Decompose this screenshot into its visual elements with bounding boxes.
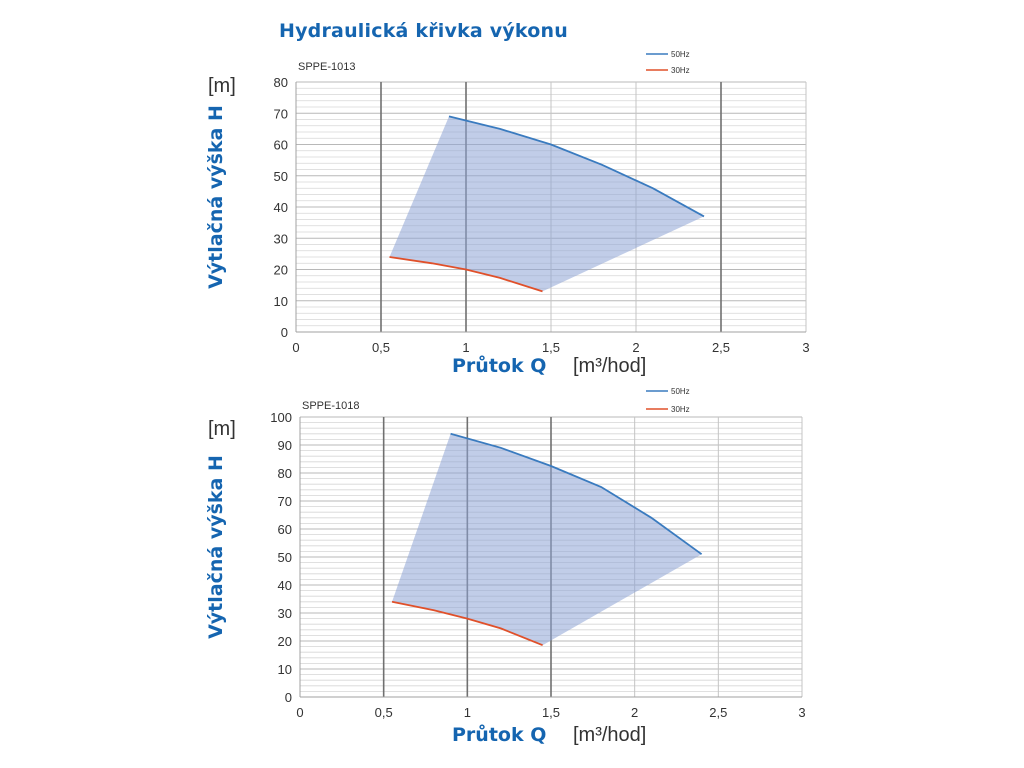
chart2-series-line-30hz <box>391 600 543 647</box>
chart1-legend-label-30hz: 30Hz <box>671 66 690 75</box>
chart1-y-unit-label: [m] <box>208 75 236 97</box>
chart2-y-tick-label: 100 <box>270 410 292 425</box>
chart2-y-tick-label: 60 <box>278 522 292 537</box>
chart2-x-tick-label: 0 <box>296 705 303 720</box>
pump-curve-chart-sppe-1013: 0 10 20 30 40 50 60 70 80 0 0,5 1 1,5 2 2,5 3 SPPE-1013 [… <box>205 50 810 377</box>
chart2-y-tick-label: 40 <box>278 578 292 593</box>
chart1-y-tick-label: 40 <box>274 200 288 215</box>
chart2-model-label: SPPE-1018 <box>302 400 359 412</box>
chart1-x-unit-label: [m³/hod] <box>573 355 646 377</box>
chart2-y-tick-label: 80 <box>278 466 292 481</box>
chart2-x-unit-label: [m³/hod] <box>573 724 646 746</box>
chart2-y-tick-label: 30 <box>278 606 292 621</box>
chart2-y-tick-label: 20 <box>278 634 292 649</box>
chart2-legend-label-30hz: 30Hz <box>671 405 690 414</box>
chart2-x-axis-title: Průtok Q <box>452 723 546 746</box>
chart1-y-tick-label: 60 <box>274 138 288 153</box>
chart2-y-unit-label: [m] <box>208 418 236 440</box>
chart1-x-tick-label: 2,5 <box>712 340 730 355</box>
chart1-x-tick-label: 1 <box>462 340 469 355</box>
chart2-y-axis-title: Výtlačná výška H <box>205 455 227 639</box>
chart2-operating-region <box>392 433 702 646</box>
chart1-y-tick-label: 0 <box>281 325 288 340</box>
chart2-series-line-50hz <box>450 432 703 555</box>
chart2-x-tick-label: 2 <box>631 705 638 720</box>
chart1-series-line-50hz <box>448 115 705 218</box>
chart1-series-line-30hz <box>389 256 543 293</box>
chart2-x-tick-label: 3 <box>798 705 805 720</box>
chart2-x-tick-label: 2,5 <box>709 705 727 720</box>
pump-curve-chart-sppe-1018: 0 10 20 30 40 50 60 70 80 90 100 0 0,5 1 1,5 2 2,5 3 SPPE-… <box>205 387 806 746</box>
chart2-x-tick-label: 0,5 <box>375 705 393 720</box>
chart2-y-tick-label: 10 <box>278 662 292 677</box>
chart2-x-tick-label: 1 <box>464 705 471 720</box>
chart1-y-tick-label: 30 <box>274 231 288 246</box>
chart2-y-tick-label: 90 <box>278 438 292 453</box>
chart2-y-tick-label: 70 <box>278 494 292 509</box>
chart1-x-tick-label: 0 <box>292 340 299 355</box>
chart1-y-tick-label: 20 <box>274 263 288 278</box>
chart1-operating-region <box>389 116 704 292</box>
chart2-legend-label-50hz: 50Hz <box>671 387 690 396</box>
chart1-x-tick-label: 2 <box>632 340 639 355</box>
chart1-x-tick-label: 1,5 <box>542 340 560 355</box>
chart1-y-tick-label: 70 <box>274 106 288 121</box>
chart2-x-tick-label: 1,5 <box>542 705 560 720</box>
chart1-x-axis-title: Průtok Q <box>452 354 546 377</box>
chart1-x-tick-label: 0,5 <box>372 340 390 355</box>
chart1-y-tick-label: 10 <box>274 294 288 309</box>
chart1-y-axis-title: Výtlačná výška H <box>205 105 227 289</box>
chart2-y-tick-label: 50 <box>278 550 292 565</box>
chart1-y-tick-label: 50 <box>274 169 288 184</box>
chart1-x-tick-label: 3 <box>802 340 809 355</box>
chart1-model-label: SPPE-1013 <box>298 61 355 73</box>
page-title: Hydraulická křivka výkonu <box>279 20 568 42</box>
chart1-y-tick-label: 80 <box>274 75 288 90</box>
chart1-legend-label-50hz: 50Hz <box>671 50 690 59</box>
chart2-y-tick-label: 0 <box>285 690 292 705</box>
